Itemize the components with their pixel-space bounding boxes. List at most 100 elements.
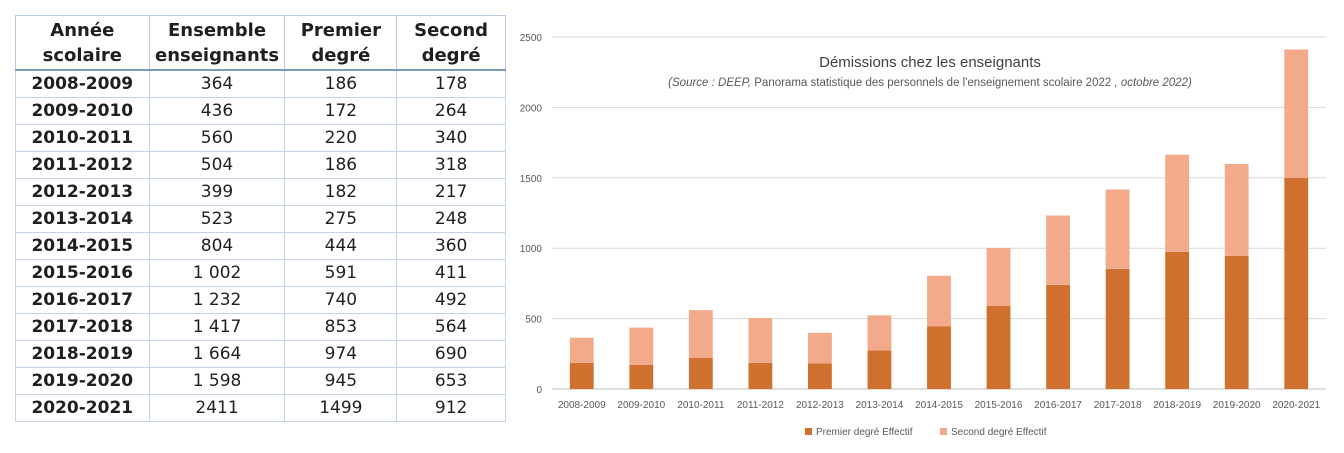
legend: Premier degré Effectif Second degré Effec… bbox=[805, 427, 1047, 438]
cell-primary: 591 bbox=[284, 259, 398, 287]
x-tick-label: 2009-2010 bbox=[617, 400, 665, 411]
table-header-row: Année scolaire Ensemble enseignants Prem… bbox=[15, 15, 506, 71]
chart-subtitle: (Source : DEEP, Panorama statistique des… bbox=[668, 77, 1192, 89]
cell-primary: 182 bbox=[284, 178, 398, 206]
bar-premier-2020-2021 bbox=[1284, 177, 1309, 389]
bar-premier-2018-2019 bbox=[1165, 251, 1190, 389]
cell-primary: 186 bbox=[284, 151, 398, 179]
cell-all-teachers: 1 417 bbox=[148, 313, 286, 341]
table-row: 2019-2020 1 598 945 653 bbox=[15, 367, 506, 395]
bar-second-2020-2021 bbox=[1284, 49, 1309, 178]
bar-premier-2009-2010 bbox=[629, 364, 654, 389]
table-row: 2012-2013 399 182 217 bbox=[15, 178, 506, 206]
resignations-table: Année scolaire Ensemble enseignants Prem… bbox=[15, 15, 506, 422]
x-tick-label: 2020-2021 bbox=[1272, 400, 1320, 411]
bar-premier-2016-2017 bbox=[1046, 284, 1070, 389]
header-school-year: Année scolaire bbox=[15, 15, 150, 71]
y-tick-label: 2000 bbox=[520, 103, 543, 114]
bars bbox=[569, 49, 1309, 389]
cell-year: 2012-2013 bbox=[15, 178, 150, 206]
bar-second-2014-2015 bbox=[927, 275, 951, 327]
x-tick-label: 2014-2015 bbox=[915, 400, 963, 411]
cell-secondary: 360 bbox=[396, 232, 506, 260]
x-tick-label: 2015-2016 bbox=[975, 400, 1023, 411]
x-tick-label: 2019-2020 bbox=[1213, 400, 1261, 411]
bar-premier-2014-2015 bbox=[927, 326, 951, 389]
cell-secondary: 248 bbox=[396, 205, 506, 233]
cell-all-teachers: 436 bbox=[148, 97, 286, 125]
table-row: 2017-2018 1 417 853 564 bbox=[15, 313, 506, 341]
bar-second-2013-2014 bbox=[867, 315, 892, 351]
bar-premier-2008-2009 bbox=[569, 362, 594, 389]
table-row: 2008-2009 364 186 178 bbox=[15, 69, 506, 98]
y-axis-ticks: 0 500 1000 1500 2000 2500 bbox=[520, 33, 543, 396]
header-secondary: Second degré bbox=[396, 15, 506, 71]
y-tick-label: 1000 bbox=[520, 244, 543, 255]
cell-secondary: 492 bbox=[396, 286, 506, 314]
x-tick-label: 2018-2019 bbox=[1153, 400, 1201, 411]
bar-second-2019-2020 bbox=[1224, 164, 1249, 256]
table-row: 2020-2021 2411 1499 912 bbox=[15, 394, 506, 422]
y-tick-label: 0 bbox=[536, 385, 542, 396]
x-tick-label: 2017-2018 bbox=[1094, 400, 1142, 411]
cell-year: 2009-2010 bbox=[15, 97, 150, 125]
cell-primary: 186 bbox=[284, 69, 398, 98]
cell-secondary: 912 bbox=[396, 394, 506, 422]
table-row: 2011-2012 504 186 318 bbox=[15, 151, 506, 179]
cell-primary: 1499 bbox=[284, 394, 398, 422]
cell-year: 2017-2018 bbox=[15, 313, 150, 341]
y-tick-label: 500 bbox=[525, 315, 542, 326]
table-body: 2008-2009 364 186 178 2009-2010 436 172 264 2010… bbox=[15, 69, 506, 422]
cell-year: 2010-2011 bbox=[15, 124, 150, 152]
cell-all-teachers: 804 bbox=[148, 232, 286, 260]
cell-primary: 220 bbox=[284, 124, 398, 152]
cell-secondary: 690 bbox=[396, 340, 506, 368]
cell-secondary: 564 bbox=[396, 313, 506, 341]
cell-year: 2008-2009 bbox=[15, 69, 150, 98]
bar-second-2008-2009 bbox=[569, 337, 594, 363]
subtitle-part: , octobre 2022) bbox=[1111, 77, 1192, 89]
bar-second-2015-2016 bbox=[986, 247, 1011, 306]
cell-primary: 740 bbox=[284, 286, 398, 314]
x-tick-label: 2010-2011 bbox=[677, 400, 725, 411]
header-primary: Premier degré bbox=[284, 15, 398, 71]
bar-second-2009-2010 bbox=[629, 327, 654, 365]
subtitle-part: (Source : DEEP, bbox=[668, 77, 754, 89]
y-tick-label: 2500 bbox=[520, 33, 543, 44]
bar-premier-2013-2014 bbox=[867, 350, 892, 389]
subtitle-part: Panorama statistique des personnels de l… bbox=[754, 77, 1111, 89]
cell-all-teachers: 364 bbox=[148, 69, 286, 98]
x-axis-ticks: 2008-2009 2009-2010 2010-2011 2011-2012 2012… bbox=[558, 400, 1321, 411]
table-row: 2015-2016 1 002 591 411 bbox=[15, 259, 506, 287]
legend-label: Second degré Effectif bbox=[951, 427, 1047, 438]
x-tick-label: 2011-2012 bbox=[737, 400, 785, 411]
bar-premier-2015-2016 bbox=[986, 305, 1011, 389]
x-tick-label: 2013-2014 bbox=[856, 400, 904, 411]
bar-second-2018-2019 bbox=[1165, 154, 1190, 252]
cell-all-teachers: 560 bbox=[148, 124, 286, 152]
bar-premier-2012-2013 bbox=[808, 363, 832, 389]
table-row: 2009-2010 436 172 264 bbox=[15, 97, 506, 125]
table-row: 2013-2014 523 275 248 bbox=[15, 205, 506, 233]
cell-all-teachers: 2411 bbox=[148, 394, 286, 422]
cell-year: 2013-2014 bbox=[15, 205, 150, 233]
y-tick-label: 1500 bbox=[520, 174, 543, 185]
cell-secondary: 264 bbox=[396, 97, 506, 125]
bar-second-2017-2018 bbox=[1105, 189, 1130, 269]
cell-secondary: 217 bbox=[396, 178, 506, 206]
bar-second-2012-2013 bbox=[808, 332, 832, 364]
x-tick-label: 2016-2017 bbox=[1034, 400, 1082, 411]
cell-primary: 172 bbox=[284, 97, 398, 125]
cell-year: 2020-2021 bbox=[15, 394, 150, 422]
legend-label: Premier degré Effectif bbox=[816, 427, 913, 438]
cell-all-teachers: 1 232 bbox=[148, 286, 286, 314]
legend-swatch bbox=[940, 428, 947, 435]
table-row: 2018-2019 1 664 974 690 bbox=[15, 340, 506, 368]
x-tick-label: 2008-2009 bbox=[558, 400, 606, 411]
legend-swatch bbox=[805, 428, 812, 435]
bar-second-2016-2017 bbox=[1046, 215, 1070, 285]
cell-all-teachers: 399 bbox=[148, 178, 286, 206]
table-row: 2016-2017 1 232 740 492 bbox=[15, 286, 506, 314]
bar-second-2010-2011 bbox=[688, 310, 713, 359]
